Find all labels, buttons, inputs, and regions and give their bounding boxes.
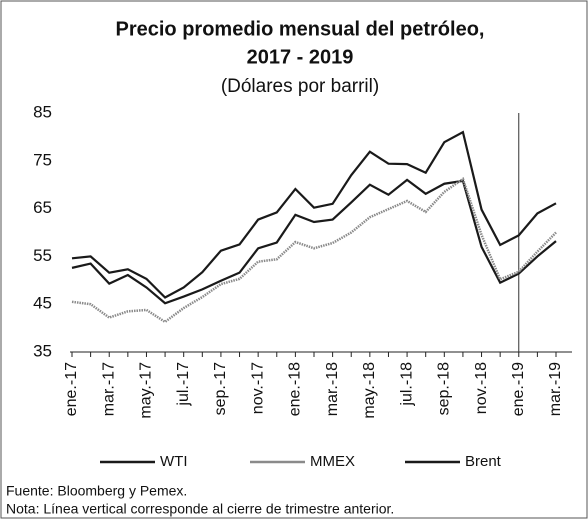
x-tick-label: jul.-18 [398,362,415,407]
series-line [71,130,557,299]
x-tick-label: mar.-17 [100,362,117,416]
chart-subtitle: (Dólares por barril) [221,76,379,97]
x-tick-label: mar.-18 [324,362,341,416]
x-tick-label: ene.-19 [510,362,527,416]
legend-label: MMEX [310,453,355,470]
legend-label: Brent [465,453,502,470]
series-line [71,176,557,324]
x-tick-label: ene.-18 [287,362,304,416]
y-tick-label: 75 [33,150,52,169]
x-tick-label: mar.-19 [547,362,564,416]
chart-title: 2017 - 2019 [247,46,354,68]
legend-label: WTI [160,453,188,470]
y-tick-label: 85 [33,102,52,121]
x-tick-label: ene.-17 [63,362,80,416]
y-tick-label: 65 [33,198,52,217]
x-tick-label: jul.-17 [175,362,192,407]
series-line [71,178,557,305]
x-tick-label: may.-17 [138,362,155,419]
x-tick-label: nov.-18 [473,362,490,414]
x-tick-label: sep.-18 [436,362,453,415]
y-tick-label: 45 [33,294,52,313]
chart-title: Precio promedio mensual del petróleo, [116,18,485,40]
x-tick-label: sep.-17 [212,362,229,415]
note: Fuente: Bloomberg y Pemex. [6,483,187,499]
y-tick-label: 35 [33,341,52,360]
x-tick-label: nov.-17 [249,362,266,414]
note: Nota: Línea vertical corresponde al cier… [6,501,394,517]
y-tick-label: 55 [33,246,52,265]
x-tick-label: may.-18 [361,362,378,419]
